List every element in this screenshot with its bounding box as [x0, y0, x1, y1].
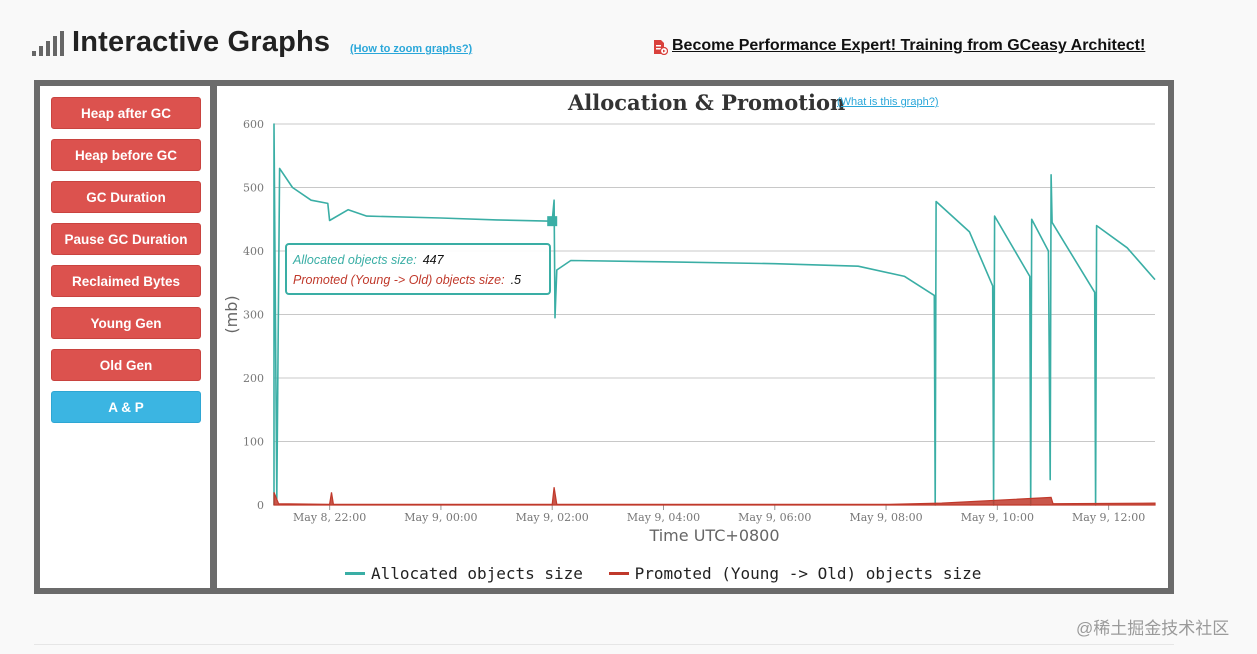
y-tick-label: 0 — [257, 499, 264, 512]
y-tick-label: 100 — [243, 436, 264, 449]
y-tick-label: 600 — [243, 118, 264, 131]
chart-panel: 0 100 200 300 400 500 600 May 8, 22:00 May 9, 00… — [217, 86, 1168, 588]
series-promoted-area — [273, 487, 1156, 506]
tooltip-promoted-row: Promoted (Young -> Old) objects size: .5 — [293, 273, 521, 287]
chart-tooltip: Allocated objects size: 447 Promoted (You… — [285, 243, 551, 295]
chart-legend: Allocated objects size Promoted (Young -… — [345, 564, 997, 583]
x-tick-label: May 8, 22:00 — [293, 511, 366, 524]
heap-before-gc-button[interactable]: Heap before GC — [51, 139, 201, 171]
x-axis-label: Time UTC+0800 — [648, 526, 779, 545]
gc-duration-button[interactable]: GC Duration — [51, 181, 201, 213]
watermark: @稀土掘金技术社区 — [1076, 619, 1230, 638]
legend-item-allocated[interactable]: Allocated objects size — [345, 564, 583, 583]
legend-label-allocated: Allocated objects size — [371, 564, 583, 583]
y-tick-label: 400 — [243, 245, 264, 258]
hover-point-marker — [547, 216, 558, 227]
old-gen-button[interactable]: Old Gen — [51, 349, 201, 381]
tooltip-promoted-value: .5 — [510, 273, 521, 287]
tooltip-allocated-value: 447 — [422, 253, 444, 267]
graphs-frame: Heap after GC Heap before GC GC Duration… — [34, 80, 1174, 594]
x-tick-label: May 9, 02:00 — [516, 511, 589, 524]
y-tick-label: 300 — [243, 309, 264, 322]
signal-bars-icon — [32, 31, 64, 56]
x-tick-label: May 9, 12:00 — [1072, 511, 1145, 524]
tooltip-allocated-row: Allocated objects size: 447 — [293, 253, 444, 267]
reclaimed-bytes-button[interactable]: Reclaimed Bytes — [51, 265, 201, 297]
chart-title: Allocation & Promotion — [568, 90, 846, 115]
tooltip-allocated-label: Allocated objects size: — [293, 253, 417, 267]
pdf-icon — [654, 40, 668, 55]
legend-label-promoted: Promoted (Young -> Old) objects size — [634, 564, 982, 583]
series-allocated-line — [273, 123, 1156, 506]
what-is-this-graph-link[interactable]: (What is this graph?) — [837, 96, 939, 108]
footer-divider — [34, 644, 1174, 645]
legend-swatch-promoted — [608, 571, 629, 575]
x-tick-label: May 9, 08:00 — [849, 511, 922, 524]
graph-selector-sidebar: Heap after GC Heap before GC GC Duration… — [40, 86, 210, 588]
y-tick-label: 500 — [243, 182, 264, 195]
legend-swatch-allocated — [345, 571, 365, 575]
pause-gc-duration-button[interactable]: Pause GC Duration — [51, 223, 201, 255]
y-tick-label: 200 — [243, 372, 264, 385]
heap-after-gc-button[interactable]: Heap after GC — [51, 97, 201, 129]
allocation-promotion-button[interactable]: A & P — [51, 391, 201, 423]
training-link[interactable]: Become Performance Expert! Training from… — [672, 37, 1146, 54]
legend-item-promoted[interactable]: Promoted (Young -> Old) objects size — [608, 564, 982, 583]
x-tick-label: May 9, 00:00 — [404, 511, 477, 524]
tooltip-promoted-label: Promoted (Young -> Old) objects size: — [293, 273, 505, 287]
page-title: Interactive Graphs — [72, 26, 331, 58]
x-tick-label: May 9, 04:00 — [627, 511, 700, 524]
young-gen-button[interactable]: Young Gen — [51, 307, 201, 339]
zoom-help-link[interactable]: (How to zoom graphs?) — [350, 43, 473, 55]
page-header: Interactive Graphs (How to zoom graphs?)… — [32, 26, 1222, 66]
x-tick-label: May 9, 06:00 — [738, 511, 811, 524]
y-axis-label: (mb) — [222, 295, 241, 333]
allocation-promotion-chart[interactable]: 0 100 200 300 400 500 600 May 8, 22:00 May 9, 00… — [217, 86, 1168, 588]
x-tick-label: May 9, 10:00 — [961, 511, 1034, 524]
